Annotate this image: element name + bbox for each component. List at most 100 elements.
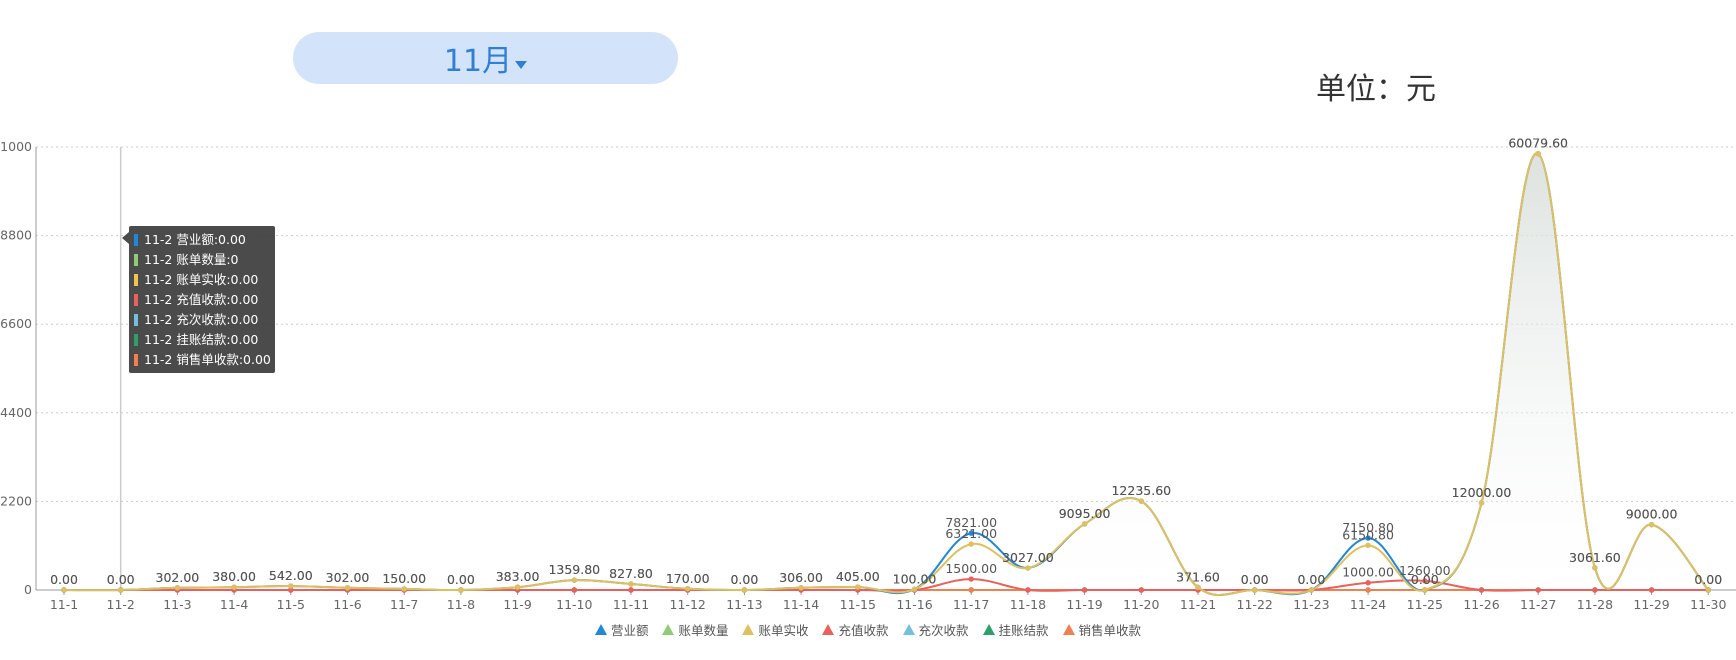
line-chart[interactable]: 0 12200 24400 36600 48800 61000 11-1 11-2 11-3 11… (0, 0, 1736, 612)
data-point[interactable] (741, 587, 748, 593)
data-label: 383.00 (496, 569, 540, 584)
y-tick-label: 24400 (0, 405, 32, 420)
triangle-icon (742, 624, 755, 635)
data-point[interactable] (514, 584, 521, 590)
data-label: 0.00 (447, 572, 475, 587)
data-label: 405.00 (836, 569, 880, 584)
data-label: 0.00 (730, 572, 758, 587)
legend-label: 充值收款 (838, 623, 889, 638)
data-label: 0.00 (1241, 572, 1269, 587)
data-point[interactable] (1365, 587, 1371, 593)
data-point[interactable] (401, 586, 407, 592)
data-label: 302.00 (156, 570, 200, 585)
x-tick-label: 11-14 (783, 597, 819, 612)
data-point[interactable] (911, 586, 918, 592)
data-label: 0.00 (1297, 572, 1325, 587)
data-point[interactable] (1648, 587, 1655, 593)
data-point[interactable] (1705, 587, 1712, 593)
y-tick-label: 48800 (0, 228, 32, 243)
x-tick-label: 11-13 (726, 597, 762, 612)
data-point[interactable] (344, 585, 351, 591)
data-point[interactable] (968, 541, 974, 547)
data-label: 1359.80 (548, 562, 600, 577)
data-label: 380.00 (212, 569, 256, 584)
unit-label: 单位：元 (1316, 72, 1436, 107)
chart-tooltip: 11-2 营业额:0.00 11-2 账单数量:0 11-2 账单实收:0.00 11… (122, 226, 275, 373)
x-tick-label: 11-22 (1237, 597, 1273, 612)
legend-item[interactable]: 账单数量 (662, 620, 728, 639)
data-point[interactable] (1592, 587, 1598, 593)
data-label: 0.00 (730, 572, 758, 587)
data-label: 6150.80 (1342, 527, 1394, 542)
data-point[interactable] (628, 581, 634, 587)
data-point[interactable] (1592, 565, 1598, 571)
data-label: 170.00 (666, 571, 710, 586)
legend-item[interactable]: 营业额 (594, 620, 648, 639)
legend-item[interactable]: 账单实收 (742, 620, 808, 639)
data-point[interactable] (1535, 150, 1541, 157)
tooltip-swatch (134, 234, 138, 246)
data-point[interactable] (855, 584, 861, 590)
x-tick-label: 11-27 (1520, 597, 1556, 612)
data-label: 1260.00 (1399, 563, 1451, 578)
data-point[interactable] (685, 586, 691, 592)
x-tick-label: 11-12 (670, 597, 706, 612)
data-label: 6321.00 (945, 526, 997, 541)
triangle-icon (982, 624, 995, 635)
data-point[interactable] (61, 587, 67, 593)
data-point[interactable] (288, 583, 294, 589)
data-label: 0.00 (1694, 572, 1722, 587)
data-label: 12000.00 (1452, 485, 1512, 500)
data-label: 100.00 (893, 571, 937, 586)
data-label: 0.00 (1411, 572, 1439, 587)
data-label: 827.80 (609, 566, 653, 581)
data-point[interactable] (628, 587, 634, 593)
data-label: 542.00 (269, 568, 313, 583)
legend-item[interactable]: 挂账结款 (982, 620, 1049, 639)
data-point[interactable] (1648, 521, 1655, 528)
data-point[interactable] (1252, 587, 1258, 593)
data-point[interactable] (1081, 587, 1088, 593)
data-point[interactable] (458, 587, 464, 593)
legend-item[interactable]: 充值收款 (822, 620, 889, 639)
data-point[interactable] (231, 584, 237, 590)
data-point[interactable] (968, 530, 974, 536)
data-point[interactable] (1138, 587, 1145, 593)
x-tick-label: 11-30 (1690, 597, 1726, 612)
month-selector[interactable]: 11月 (293, 32, 678, 84)
x-tick-label: 11-29 (1633, 597, 1669, 612)
data-label: 302.00 (326, 570, 370, 585)
data-point[interactable] (1365, 535, 1371, 541)
tooltip-text: 11-2 营业额:0.00 (144, 232, 246, 247)
data-point[interactable] (118, 587, 124, 593)
data-label: 1500.00 (945, 561, 997, 576)
data-point[interactable] (1081, 521, 1088, 527)
data-point[interactable] (174, 585, 181, 591)
data-point[interactable] (1025, 565, 1031, 571)
data-point[interactable] (1422, 578, 1428, 584)
data-point[interactable] (1365, 542, 1371, 549)
legend-item[interactable]: 销售单收款 (1062, 620, 1141, 639)
data-point[interactable] (571, 577, 577, 583)
data-point[interactable] (1025, 587, 1031, 593)
data-label: 371.60 (1176, 569, 1220, 584)
data-point[interactable] (1478, 500, 1485, 506)
legend-item[interactable]: 充次收款 (902, 620, 969, 639)
data-point[interactable] (1195, 584, 1201, 591)
data-point[interactable] (968, 587, 974, 593)
data-point[interactable] (968, 576, 974, 582)
data-point[interactable] (798, 585, 804, 591)
data-point[interactable] (1422, 587, 1428, 593)
data-label: 1359.80 (548, 562, 600, 577)
data-label: 380.00 (212, 569, 256, 584)
data-point[interactable] (1365, 580, 1371, 586)
y-tick-label: 12200 (0, 493, 32, 508)
data-point[interactable] (571, 587, 577, 593)
data-point[interactable] (1478, 587, 1485, 593)
data-point[interactable] (1308, 587, 1315, 593)
data-point[interactable] (1138, 498, 1145, 504)
tooltip-text: 11-2 账单数量:0 (144, 252, 239, 267)
x-tick-label: 11-6 (333, 597, 361, 612)
tooltip-text: 11-2 账单实收:0.00 (144, 272, 259, 287)
data-point[interactable] (1535, 587, 1541, 593)
